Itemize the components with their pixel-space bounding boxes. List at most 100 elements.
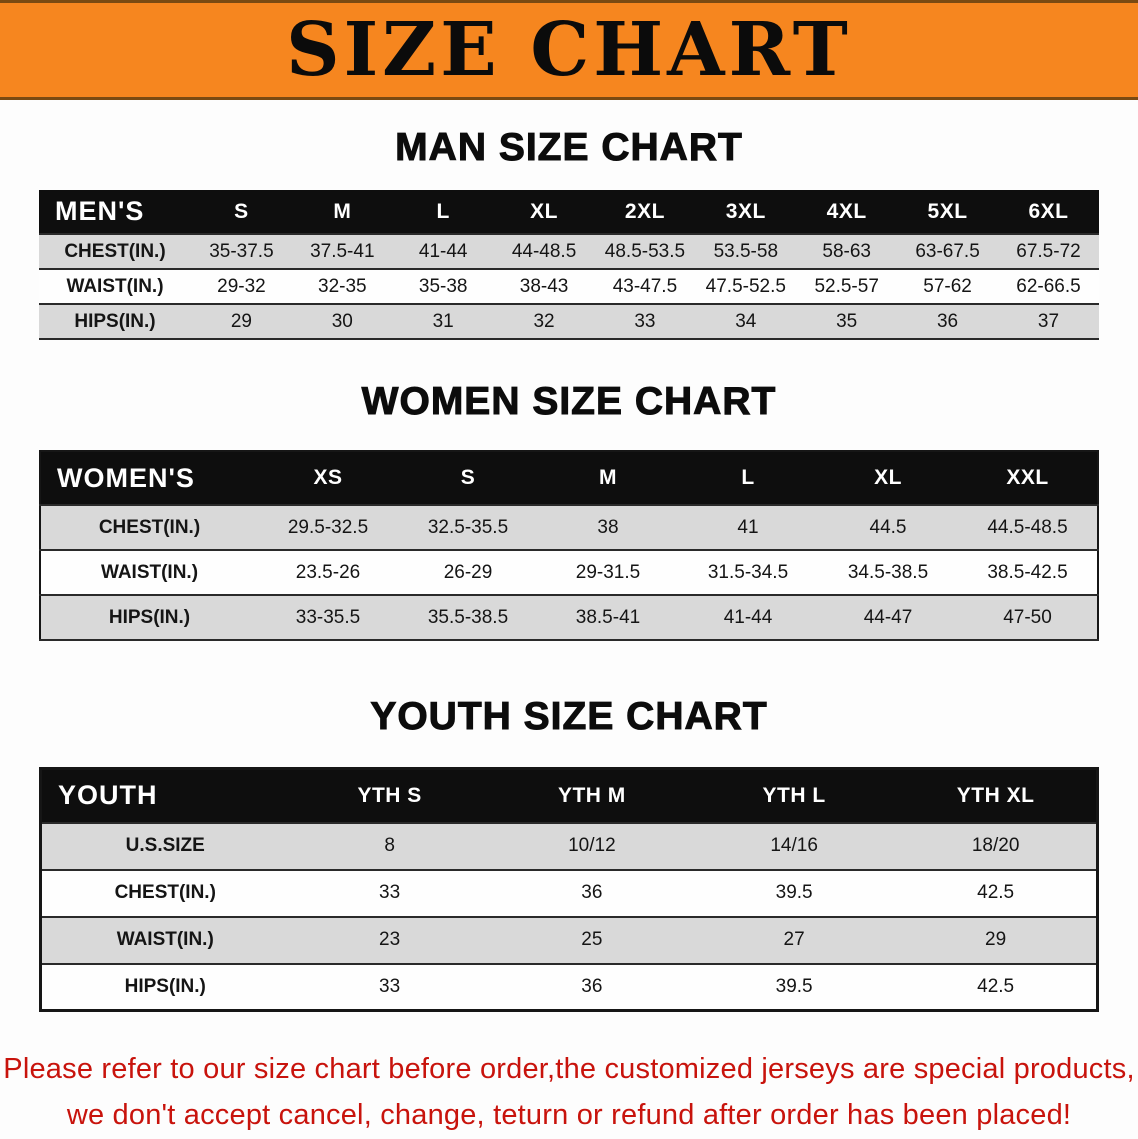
table-row: CHEST(IN.) 33 36 39.5 42.5 bbox=[40, 869, 1098, 917]
value-cell: 43-47.5 bbox=[612, 275, 678, 297]
value-cell: 62-66.5 bbox=[1016, 275, 1081, 297]
value-cell: 48.5-53.5 bbox=[604, 240, 686, 262]
size-header-cell: YTH M bbox=[557, 783, 626, 807]
value-cell: 44-47 bbox=[863, 606, 913, 628]
section-men: MAN SIZE CHART MEN'S S M L XL 2XL 3XL 4XL 5XL 6XL… bbox=[0, 126, 1138, 340]
row-label-cell: HIPS(IN.) bbox=[124, 975, 206, 997]
value-cell: 44.5 bbox=[869, 516, 907, 538]
row-label-cell: WAIST(IN.) bbox=[66, 275, 164, 297]
value-cell: 32 bbox=[533, 310, 555, 332]
table-row: U.S.SIZE 8 10/12 14/16 18/20 bbox=[40, 822, 1098, 870]
value-cell: 33 bbox=[379, 975, 401, 997]
value-cell: 58-63 bbox=[822, 240, 871, 262]
value-cell: 41 bbox=[737, 516, 759, 538]
disclaimer-line-2: we don't accept cancel, change, teturn o… bbox=[66, 1099, 1072, 1132]
value-cell: 35 bbox=[836, 310, 858, 332]
size-header-cell: L bbox=[436, 199, 450, 223]
value-cell: 44-48.5 bbox=[511, 240, 577, 262]
value-cell: 23.5-26 bbox=[295, 561, 361, 583]
table-title-cell: MEN'S bbox=[55, 196, 145, 226]
size-header-cell: M bbox=[333, 199, 352, 223]
value-cell: 36 bbox=[581, 882, 603, 903]
header-row: YOUTH YTH S YTH M YTH L YTH XL bbox=[40, 768, 1098, 823]
womens-size-table: WOMEN'S XS S M L XL XXL CHEST(IN.) 29.5-32.5 32.5… bbox=[39, 450, 1099, 641]
section-women: WOMEN SIZE CHART WOMEN'S XS S M L XL XXL CHEST(… bbox=[0, 380, 1138, 641]
value-cell: 37 bbox=[1037, 310, 1060, 332]
youth-size-table: YOUTH YTH S YTH M YTH L YTH XL U.S.SIZE 8 10/12… bbox=[39, 767, 1099, 1012]
value-cell: 35.5-38.5 bbox=[427, 606, 509, 628]
table-row: WAIST(IN.) 23 25 27 29 bbox=[40, 916, 1098, 964]
size-charts: MAN SIZE CHART MEN'S S M L XL 2XL 3XL 4XL 5XL 6XL… bbox=[0, 126, 1138, 1012]
row-label-cell: HIPS(IN.) bbox=[108, 606, 191, 628]
row-label-cell: CHEST(IN.) bbox=[98, 516, 201, 538]
value-cell: 35-37.5 bbox=[209, 240, 274, 262]
value-cell: 18/20 bbox=[971, 835, 1020, 856]
youth-section-title: YOUTH SIZE CHART bbox=[370, 695, 768, 739]
value-cell: 33 bbox=[634, 310, 656, 332]
size-header-cell: 3XL bbox=[725, 199, 766, 223]
table-row: HIPS(IN.) 33-35.5 35.5-38.5 38.5-41 41-44 44-… bbox=[40, 595, 1098, 640]
value-cell: 41-44 bbox=[723, 606, 773, 628]
disclaimer-line-1: Please refer to our size chart before or… bbox=[3, 1053, 1135, 1085]
size-header-cell: XL bbox=[530, 199, 558, 223]
value-cell: 34 bbox=[735, 310, 757, 332]
value-cell: 8 bbox=[384, 835, 395, 856]
value-cell: 29 bbox=[230, 310, 252, 332]
value-cell: 53.5-58 bbox=[713, 240, 779, 262]
header-row: MEN'S S M L XL 2XL 3XL 4XL 5XL 6XL bbox=[39, 190, 1099, 234]
value-cell: 52.5-57 bbox=[814, 275, 879, 297]
size-header-cell: 4XL bbox=[826, 199, 867, 223]
size-header-cell: YTH XL bbox=[956, 783, 1035, 807]
value-cell: 33 bbox=[379, 882, 401, 903]
value-cell: 26-29 bbox=[443, 561, 493, 583]
table-title-cell: YOUTH bbox=[58, 780, 158, 811]
value-cell: 32.5-35.5 bbox=[427, 516, 509, 538]
value-cell: 42.5 bbox=[977, 975, 1015, 997]
value-cell: 63-67.5 bbox=[915, 240, 980, 262]
value-cell: 30 bbox=[331, 310, 353, 332]
size-header-cell: XL bbox=[874, 466, 902, 489]
men-section-title: MAN SIZE CHART bbox=[395, 126, 743, 170]
header-row: WOMEN'S XS S M L XL XXL bbox=[40, 451, 1098, 505]
value-cell: 25 bbox=[581, 929, 603, 950]
row-label-cell: HIPS(IN.) bbox=[74, 310, 156, 332]
row-label-cell: U.S.SIZE bbox=[125, 835, 205, 856]
value-cell: 47.5-52.5 bbox=[705, 275, 786, 297]
value-cell: 38.5-41 bbox=[575, 606, 641, 628]
value-cell: 57-62 bbox=[923, 275, 972, 297]
size-header-cell: YTH S bbox=[357, 783, 422, 807]
size-header-cell: 2XL bbox=[624, 199, 665, 223]
row-label-cell: CHEST(IN.) bbox=[64, 240, 166, 262]
page-title: SIZE CHART bbox=[286, 7, 852, 93]
disclaimer: Please refer to our size chart before or… bbox=[0, 1046, 1138, 1139]
size-header-cell: S bbox=[234, 199, 249, 223]
section-youth: YOUTH SIZE CHART YOUTH YTH S YTH M YTH L YTH… bbox=[0, 695, 1138, 1012]
size-header-cell: L bbox=[741, 466, 755, 489]
size-header-cell: 5XL bbox=[927, 199, 968, 223]
value-cell: 29 bbox=[985, 929, 1007, 950]
value-cell: 37.5-41 bbox=[310, 240, 375, 262]
value-cell: 10/12 bbox=[568, 835, 616, 856]
value-cell: 31.5-34.5 bbox=[707, 561, 789, 583]
table-row: CHEST(IN.) 29.5-32.5 32.5-35.5 38 41 44.5 44.5… bbox=[40, 505, 1098, 550]
table-row: CHEST(IN.) 35-37.5 37.5-41 41-44 44-48.5 48.5… bbox=[39, 234, 1099, 269]
value-cell: 14/16 bbox=[770, 835, 818, 856]
size-header-cell: M bbox=[599, 466, 617, 489]
table-row: HIPS(IN.) 33 36 39.5 42.5 bbox=[40, 963, 1098, 1011]
women-section-title: WOMEN SIZE CHART bbox=[361, 380, 777, 424]
row-label-cell: CHEST(IN.) bbox=[114, 882, 216, 903]
value-cell: 42.5 bbox=[977, 882, 1015, 903]
value-cell: 38-43 bbox=[519, 275, 569, 297]
value-cell: 35-38 bbox=[418, 275, 468, 297]
row-label-cell: WAIST(IN.) bbox=[100, 561, 199, 583]
value-cell: 36 bbox=[581, 975, 603, 997]
banner: SIZE CHART bbox=[0, 0, 1138, 100]
size-header-cell: XS bbox=[313, 466, 343, 489]
value-cell: 33-35.5 bbox=[295, 606, 361, 628]
size-header-cell: S bbox=[460, 466, 476, 489]
value-cell: 34.5-38.5 bbox=[847, 561, 929, 583]
size-header-cell: 6XL bbox=[1028, 199, 1069, 223]
table-row: WAIST(IN.) 29-32 32-35 35-38 38-43 43-47.5 47.… bbox=[39, 269, 1099, 304]
value-cell: 31 bbox=[432, 310, 454, 332]
